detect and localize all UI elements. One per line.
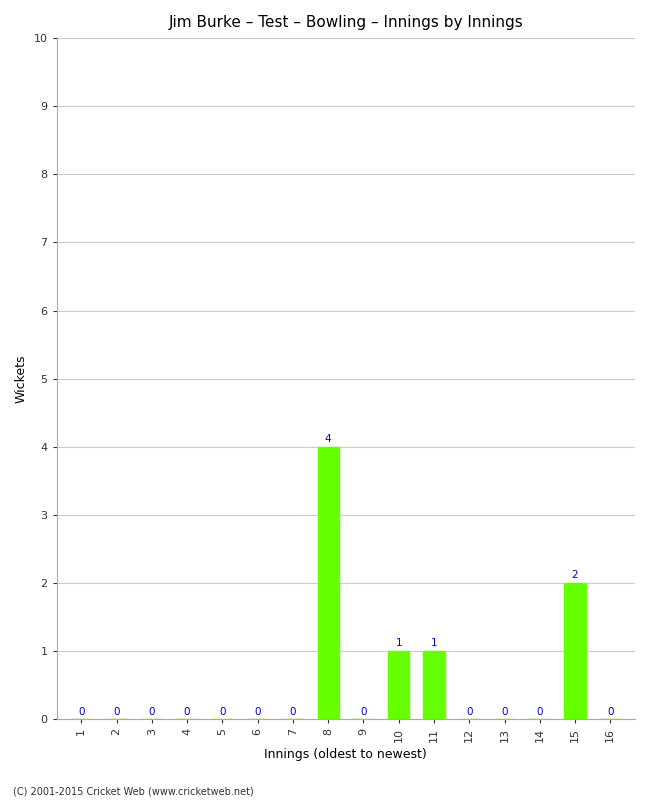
Text: (C) 2001-2015 Cricket Web (www.cricketweb.net): (C) 2001-2015 Cricket Web (www.cricketwe…	[13, 786, 254, 796]
Text: 0: 0	[501, 706, 508, 717]
X-axis label: Innings (oldest to newest): Innings (oldest to newest)	[265, 748, 427, 761]
Title: Jim Burke – Test – Bowling – Innings by Innings: Jim Burke – Test – Bowling – Innings by …	[168, 15, 523, 30]
Text: 0: 0	[536, 706, 543, 717]
Text: 0: 0	[78, 706, 84, 717]
Text: 0: 0	[290, 706, 296, 717]
Text: 4: 4	[325, 434, 332, 444]
Text: 0: 0	[149, 706, 155, 717]
Text: 0: 0	[466, 706, 473, 717]
Text: 0: 0	[184, 706, 190, 717]
Text: 0: 0	[607, 706, 614, 717]
Text: 1: 1	[431, 638, 437, 649]
Text: 2: 2	[572, 570, 578, 580]
Text: 1: 1	[395, 638, 402, 649]
Y-axis label: Wickets: Wickets	[15, 354, 28, 403]
Text: 0: 0	[360, 706, 367, 717]
Bar	[564, 583, 586, 719]
Text: 0: 0	[219, 706, 226, 717]
Bar	[388, 651, 410, 719]
Text: 0: 0	[113, 706, 120, 717]
Text: 0: 0	[254, 706, 261, 717]
Bar	[318, 447, 339, 719]
Bar	[423, 651, 445, 719]
